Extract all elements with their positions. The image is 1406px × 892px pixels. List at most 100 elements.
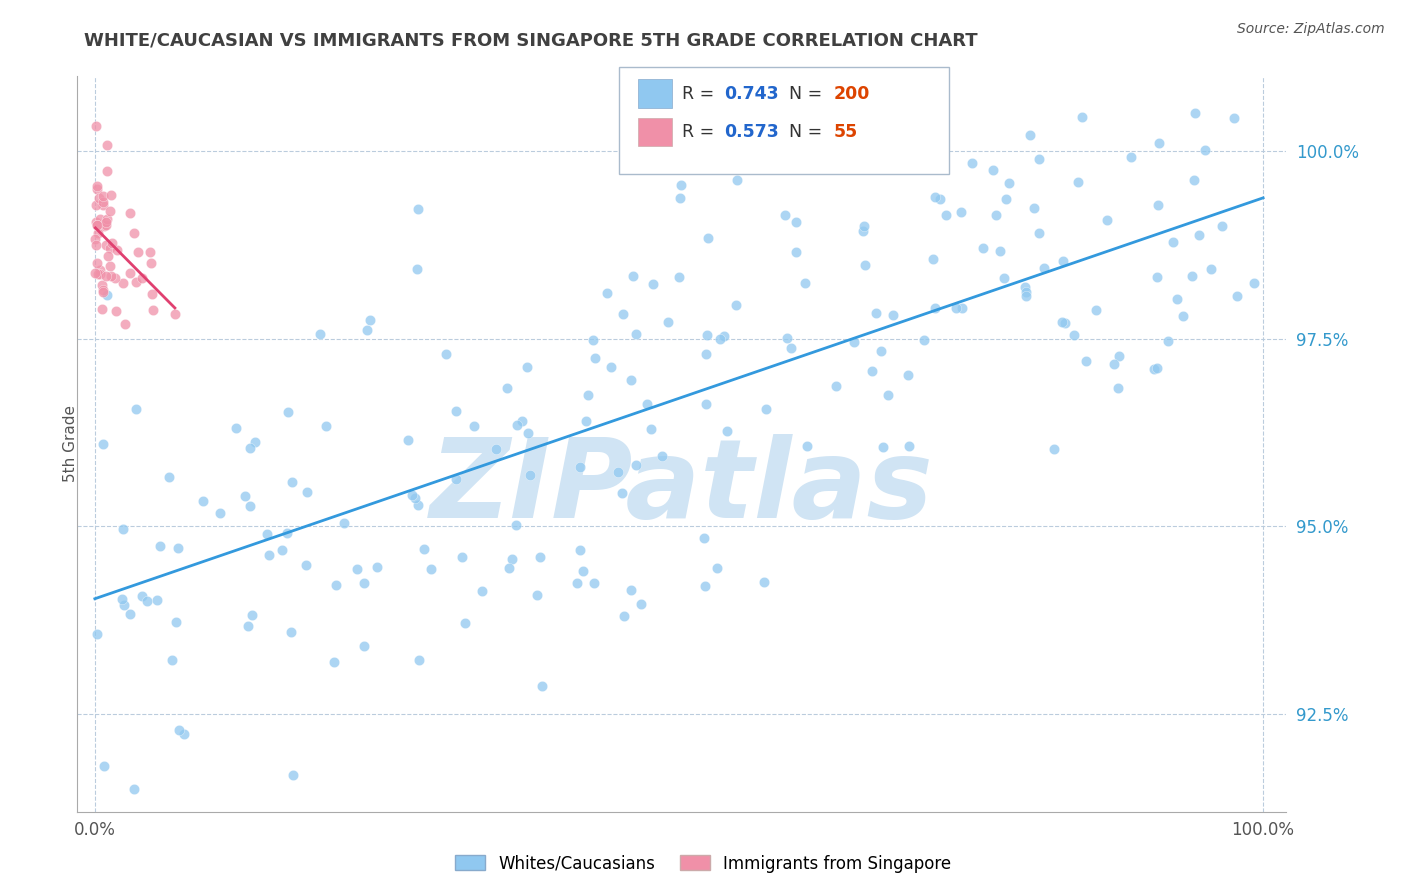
Point <box>785 244 807 259</box>
Point <box>695 397 717 411</box>
Point <box>510 414 533 428</box>
Point <box>165 615 187 630</box>
Point <box>972 240 994 254</box>
Point <box>404 491 426 505</box>
Point <box>450 550 472 565</box>
Point <box>1147 136 1170 151</box>
Point <box>87 191 110 205</box>
Text: 0.743: 0.743 <box>724 85 779 103</box>
Point <box>1104 357 1126 371</box>
Point <box>696 230 718 244</box>
Point <box>1181 268 1204 283</box>
Point <box>420 562 443 576</box>
Point <box>91 194 114 209</box>
Point <box>912 333 935 347</box>
Point <box>997 176 1019 190</box>
Point <box>276 525 298 540</box>
Point <box>107 244 129 258</box>
Point <box>692 532 714 546</box>
Point <box>163 306 186 320</box>
Point <box>353 640 375 654</box>
Point <box>100 188 122 202</box>
Point <box>346 562 368 576</box>
Point <box>173 727 195 741</box>
Point <box>612 307 634 321</box>
Point <box>516 425 538 440</box>
Point <box>125 402 148 417</box>
Point <box>984 208 1007 222</box>
Point <box>114 317 136 331</box>
Y-axis label: 5th Grade: 5th Grade <box>63 405 77 483</box>
Point <box>924 190 946 204</box>
Point <box>280 625 302 640</box>
Point <box>277 405 299 419</box>
Point <box>259 549 281 563</box>
Point <box>1161 235 1184 249</box>
Point <box>1015 289 1038 303</box>
Point <box>122 226 145 240</box>
Point <box>945 301 967 315</box>
Point <box>366 559 388 574</box>
Point <box>271 542 294 557</box>
Point <box>243 435 266 450</box>
Point <box>496 381 519 395</box>
Point <box>111 522 134 536</box>
Point <box>1184 106 1206 120</box>
Point <box>167 723 190 737</box>
Point <box>669 191 692 205</box>
Point <box>434 346 457 360</box>
Point <box>136 594 159 608</box>
Point <box>575 414 598 428</box>
Point <box>96 218 118 232</box>
Point <box>1182 173 1205 187</box>
Point <box>86 178 108 193</box>
Point <box>146 593 169 607</box>
Point <box>599 360 621 375</box>
Point <box>1019 128 1042 142</box>
Point <box>853 258 876 272</box>
Point <box>84 237 107 252</box>
Text: R =: R = <box>682 123 720 141</box>
Point <box>167 541 190 555</box>
Point <box>877 387 900 401</box>
Point <box>104 270 127 285</box>
Point <box>1226 289 1249 303</box>
Point <box>98 259 121 273</box>
Point <box>695 346 717 360</box>
Point <box>582 576 605 591</box>
Text: N =: N = <box>778 123 827 141</box>
Point <box>860 364 883 378</box>
Point <box>141 256 163 270</box>
Point <box>89 263 111 277</box>
Point <box>101 236 124 251</box>
Point <box>1143 362 1166 376</box>
Point <box>281 768 304 782</box>
Point <box>112 598 135 612</box>
Point <box>444 404 467 418</box>
Point <box>1146 360 1168 375</box>
Point <box>138 245 160 260</box>
Point <box>1067 175 1090 189</box>
Point <box>636 397 658 411</box>
Point <box>668 270 690 285</box>
Point <box>695 579 717 593</box>
Point <box>236 618 259 632</box>
Point <box>86 267 108 281</box>
Point <box>98 203 121 218</box>
Point <box>191 493 214 508</box>
Point <box>91 437 114 451</box>
Point <box>485 442 508 457</box>
Point <box>709 332 731 346</box>
Point <box>100 268 122 283</box>
Point <box>960 155 983 169</box>
Text: N =: N = <box>778 85 827 103</box>
Point <box>621 269 644 284</box>
Point <box>1022 201 1045 215</box>
Point <box>281 475 304 489</box>
Point <box>872 440 894 454</box>
Point <box>91 277 114 292</box>
Point <box>208 506 231 520</box>
Point <box>1043 442 1066 456</box>
Point <box>1223 112 1246 126</box>
Point <box>852 224 875 238</box>
